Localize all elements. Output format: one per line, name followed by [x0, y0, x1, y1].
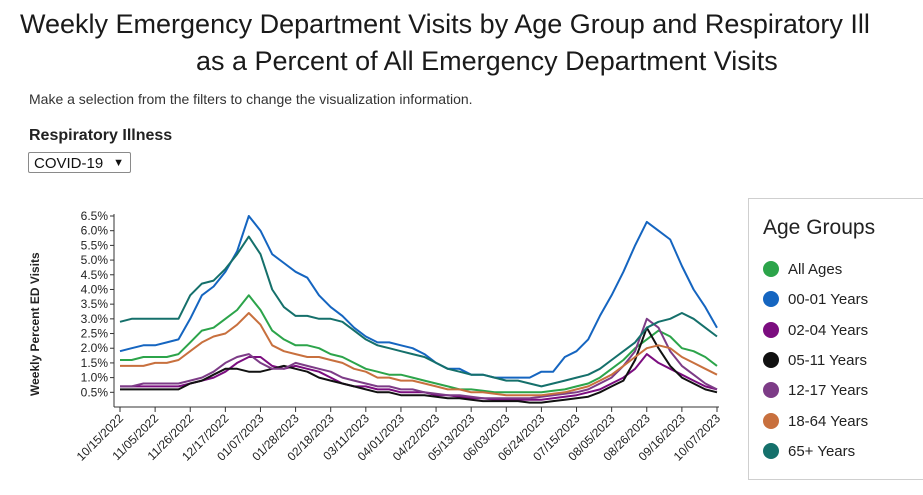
chart-title-line2: as a Percent of All Emergency Department…	[196, 46, 778, 76]
y-tick-label: 1.5%	[81, 356, 109, 370]
legend-swatch	[763, 291, 779, 308]
series-line-all-ages	[120, 294, 718, 394]
legend-label: 02-04 Years	[788, 321, 869, 339]
y-tick-label: 2.0%	[81, 341, 109, 355]
legend-swatch	[763, 442, 779, 459]
legend-title: Age Groups	[763, 216, 876, 239]
y-tick-label: 3.5%	[81, 297, 109, 311]
chart-title-line1: Weekly Emergency Department Visits by Ag…	[20, 9, 870, 39]
y-tick-label: 4.0%	[81, 282, 109, 296]
y-tick-label: 5.5%	[81, 238, 109, 252]
chevron-down-icon: ▼	[113, 157, 124, 169]
legend-label: All Ages	[788, 261, 843, 278]
legend-label: 00-01 Years	[788, 291, 869, 309]
legend-swatch	[763, 412, 779, 429]
y-tick-label: 1.0%	[81, 371, 109, 385]
y-tick-label: 5.0%	[81, 253, 109, 267]
legend: Age Groups All Ages 00-01 Years 02-04 Year…	[748, 198, 923, 480]
series-line-18-64-years	[120, 312, 718, 397]
legend-swatch	[763, 351, 779, 368]
y-tick-label: 4.5%	[81, 268, 109, 282]
series-line-00-01-years	[119, 215, 718, 379]
y-tick-label: 0.5%	[81, 385, 109, 399]
y-tick-label: 6.5%	[81, 209, 109, 223]
series-line-05-11-years	[120, 326, 718, 404]
respiratory-illness-select[interactable]: COVID-19 ▼	[28, 152, 131, 173]
series-line-02-04-years	[120, 353, 718, 401]
legend-label: 12-17 Years	[788, 382, 869, 400]
legend-label: 05-11 Years	[788, 351, 867, 369]
legend-swatch	[763, 321, 779, 338]
instructions-text: Make a selection from the filters to cha…	[29, 91, 473, 107]
legend-swatch	[763, 382, 779, 399]
series-line-65-years	[119, 235, 718, 388]
y-tick-label: 6.0%	[81, 224, 109, 238]
legend-label: 65+ Years	[788, 442, 856, 460]
series-line-12-17-years	[120, 317, 718, 400]
legend-swatch	[763, 261, 779, 277]
y-tick-label: 2.5%	[81, 327, 109, 341]
filter-label: Respiratory Illness	[29, 127, 173, 144]
y-tick-label: 3.0%	[81, 312, 109, 326]
select-value: COVID-19	[34, 155, 104, 172]
legend-label: 18-64 Years	[788, 412, 869, 430]
